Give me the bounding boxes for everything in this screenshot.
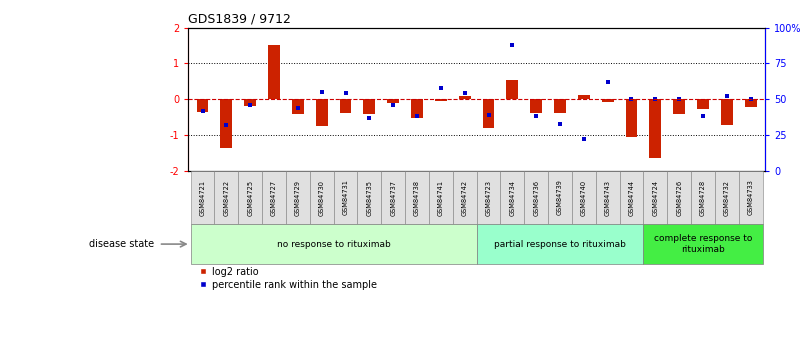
Text: GSM84731: GSM84731	[343, 180, 348, 215]
Text: GSM84733: GSM84733	[747, 180, 754, 215]
Text: GSM84729: GSM84729	[295, 179, 301, 216]
Text: GSM84742: GSM84742	[461, 179, 468, 216]
Text: GSM84725: GSM84725	[248, 179, 253, 216]
Text: GSM84730: GSM84730	[319, 179, 324, 216]
Bar	[244, 99, 256, 106]
Text: partial response to rituximab: partial response to rituximab	[494, 239, 626, 249]
Text: GSM84743: GSM84743	[605, 179, 610, 216]
Text: disease state: disease state	[90, 239, 155, 249]
Bar	[602, 99, 614, 102]
Bar	[459, 96, 471, 99]
Legend: log2 ratio, percentile rank within the sample: log2 ratio, percentile rank within the s…	[195, 263, 381, 294]
Text: GSM84722: GSM84722	[223, 179, 229, 216]
Text: GSM84738: GSM84738	[414, 179, 420, 216]
Bar	[530, 99, 542, 113]
Text: GSM84734: GSM84734	[509, 179, 515, 216]
Bar	[411, 99, 423, 118]
Bar	[721, 99, 733, 125]
Bar	[650, 99, 662, 158]
Bar	[554, 99, 566, 113]
Bar	[387, 99, 399, 103]
Text: complete response to
rituximab: complete response to rituximab	[654, 234, 752, 254]
Bar	[482, 99, 494, 128]
Bar	[745, 99, 757, 107]
Text: GSM84723: GSM84723	[485, 179, 492, 216]
Bar	[364, 99, 376, 114]
Text: GSM84737: GSM84737	[390, 179, 396, 216]
Bar	[292, 99, 304, 114]
Text: GSM84728: GSM84728	[700, 179, 706, 216]
Bar	[673, 99, 685, 114]
Bar	[268, 46, 280, 99]
Text: GSM84724: GSM84724	[652, 179, 658, 216]
Text: GSM84741: GSM84741	[438, 179, 444, 216]
Bar	[697, 99, 709, 109]
Bar	[220, 99, 232, 148]
Bar	[196, 99, 208, 112]
Text: GSM84726: GSM84726	[676, 179, 682, 216]
Bar	[316, 99, 328, 126]
Text: GSM84736: GSM84736	[533, 179, 539, 216]
Text: GSM84735: GSM84735	[366, 179, 372, 216]
Bar	[578, 95, 590, 99]
Text: GSM84739: GSM84739	[557, 180, 563, 215]
Text: GSM84744: GSM84744	[629, 179, 634, 216]
Bar	[435, 99, 447, 101]
Bar	[340, 99, 352, 113]
Bar	[626, 99, 638, 137]
Text: GSM84732: GSM84732	[724, 179, 730, 216]
Text: no response to rituximab: no response to rituximab	[276, 239, 390, 249]
Text: GSM84740: GSM84740	[581, 179, 587, 216]
Text: GDS1839 / 9712: GDS1839 / 9712	[188, 12, 291, 25]
Text: GSM84721: GSM84721	[199, 179, 206, 216]
Text: GSM84727: GSM84727	[271, 179, 277, 216]
Bar	[506, 79, 518, 99]
